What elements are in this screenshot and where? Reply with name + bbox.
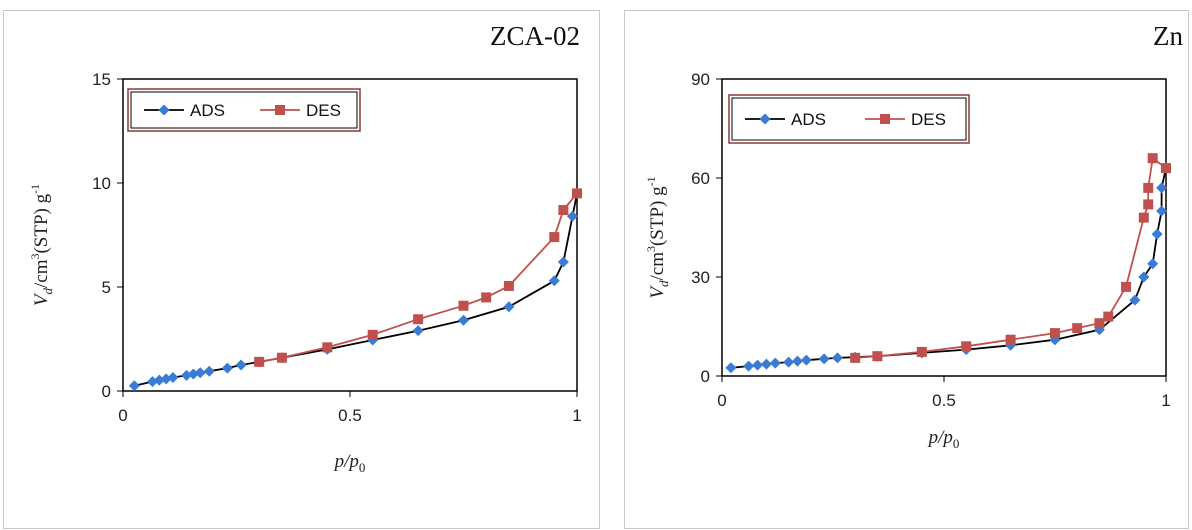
data-point-ads [783,356,795,368]
data-point-ads [1129,294,1141,306]
y-tick-label: 30 [691,268,710,287]
data-point-ads [557,256,569,268]
data-point-ads [1147,258,1159,270]
legend-label-des: DES [911,110,946,129]
x-tick-label: 0.5 [932,391,956,410]
x-tick-label: 0 [118,406,127,425]
chart-title: ZCA-02 [490,21,580,51]
chart-zn: Zn 0 30 60 90 0 0.5 1 p/p0 Vd/cm3(STP) g-1 ADS DES [644,21,1183,451]
y-tick-label: 15 [92,70,111,89]
data-point-ads [194,367,206,379]
y-tick-label: 0 [701,367,710,386]
data-point-des [1005,334,1016,345]
data-point-des [558,205,569,216]
chart-title: Zn [1153,21,1183,51]
y-tick-label: 90 [691,70,710,89]
series-line-ads [730,167,1167,369]
x-axis-label: p/p0 [927,427,960,451]
data-point-ads [769,357,781,369]
legend-inner-box [731,97,967,141]
data-point-ads [818,353,830,365]
data-point-des [916,346,927,357]
data-point-des [1072,323,1083,334]
legend-inner-box [130,91,358,129]
y-tick-label: 60 [691,169,710,188]
data-point-ads [153,374,165,386]
data-point-ads [458,314,469,326]
data-point-des [254,356,265,367]
y-tick-label: 10 [92,174,111,193]
chart-panel-zn: Zn 0 30 60 90 0 0.5 1 p/p0 Vd/cm3(STP) g-1 ADS DES [624,10,1189,529]
data-point-des [458,300,469,311]
data-point-des [1094,318,1105,329]
y-axis-label: Vd/cm3(STP) g-1 [28,184,55,306]
data-point-des [872,351,883,362]
data-point-ads [752,359,764,371]
series-line-des [855,156,1167,359]
data-point-des [1103,311,1114,322]
x-tick-label: 0 [717,391,726,410]
chart-panel-zca02: ZCA-02 0 5 10 15 0 0.5 1 p/p0 Vd/cm3(STP) g-1 ADS D… [3,10,600,529]
data-point-ads [412,325,424,337]
data-point-ads [203,365,215,377]
data-point-ads [1138,271,1150,283]
legend-label-ads: ADS [791,110,826,129]
legend-label-ads: ADS [190,101,225,120]
x-tick-label: 0.5 [338,406,362,425]
data-point-des [1161,163,1171,174]
y-axis-label: Vd/cm3(STP) g-1 [644,176,671,298]
chart-zca02: ZCA-02 0 5 10 15 0 0.5 1 p/p0 Vd/cm3(STP) g-1 ADS D… [28,21,583,475]
data-point-ads [221,362,233,374]
data-point-des [1138,212,1149,223]
data-point-des [1121,281,1132,292]
data-point-ads [725,362,737,374]
legend-marker-ads [158,104,170,116]
data-point-des [961,341,972,352]
data-point-des [850,352,861,363]
data-point-des [1143,199,1154,210]
y-tick-label: 0 [102,382,111,401]
data-point-ads [743,360,755,372]
data-point-ads [1156,182,1168,194]
data-point-ads [1151,228,1163,240]
data-point-ads [791,355,803,367]
data-point-ads [187,368,199,380]
data-point-des [481,292,492,303]
legend-marker-des [275,105,285,115]
data-point-ads [235,359,247,371]
x-tick-label: 1 [1161,391,1170,410]
legend-marker-des [880,114,890,124]
data-point-des [1147,153,1158,164]
data-point-ads [1156,205,1168,217]
data-point-ads [831,352,843,364]
y-tick-label: 5 [102,278,111,297]
data-point-ads [760,358,772,370]
data-point-des [572,188,582,199]
data-point-des [322,342,333,353]
data-point-ads [503,301,515,313]
data-point-ads [548,275,560,287]
data-point-des [413,314,424,325]
data-point-ads [566,210,578,222]
data-point-des [367,329,378,340]
x-axis-label: p/p0 [333,451,366,475]
data-point-des [1050,328,1060,339]
legend-marker-ads [759,113,771,125]
data-point-des [503,280,514,291]
data-point-des [1143,182,1154,193]
data-point-des [276,352,287,363]
data-point-des [549,232,560,243]
series-line-des [259,192,578,363]
legend-label-des: DES [306,101,341,120]
data-point-ads [167,371,179,383]
x-tick-label: 1 [572,406,581,425]
data-point-ads [128,380,140,392]
data-point-ads [800,354,812,366]
